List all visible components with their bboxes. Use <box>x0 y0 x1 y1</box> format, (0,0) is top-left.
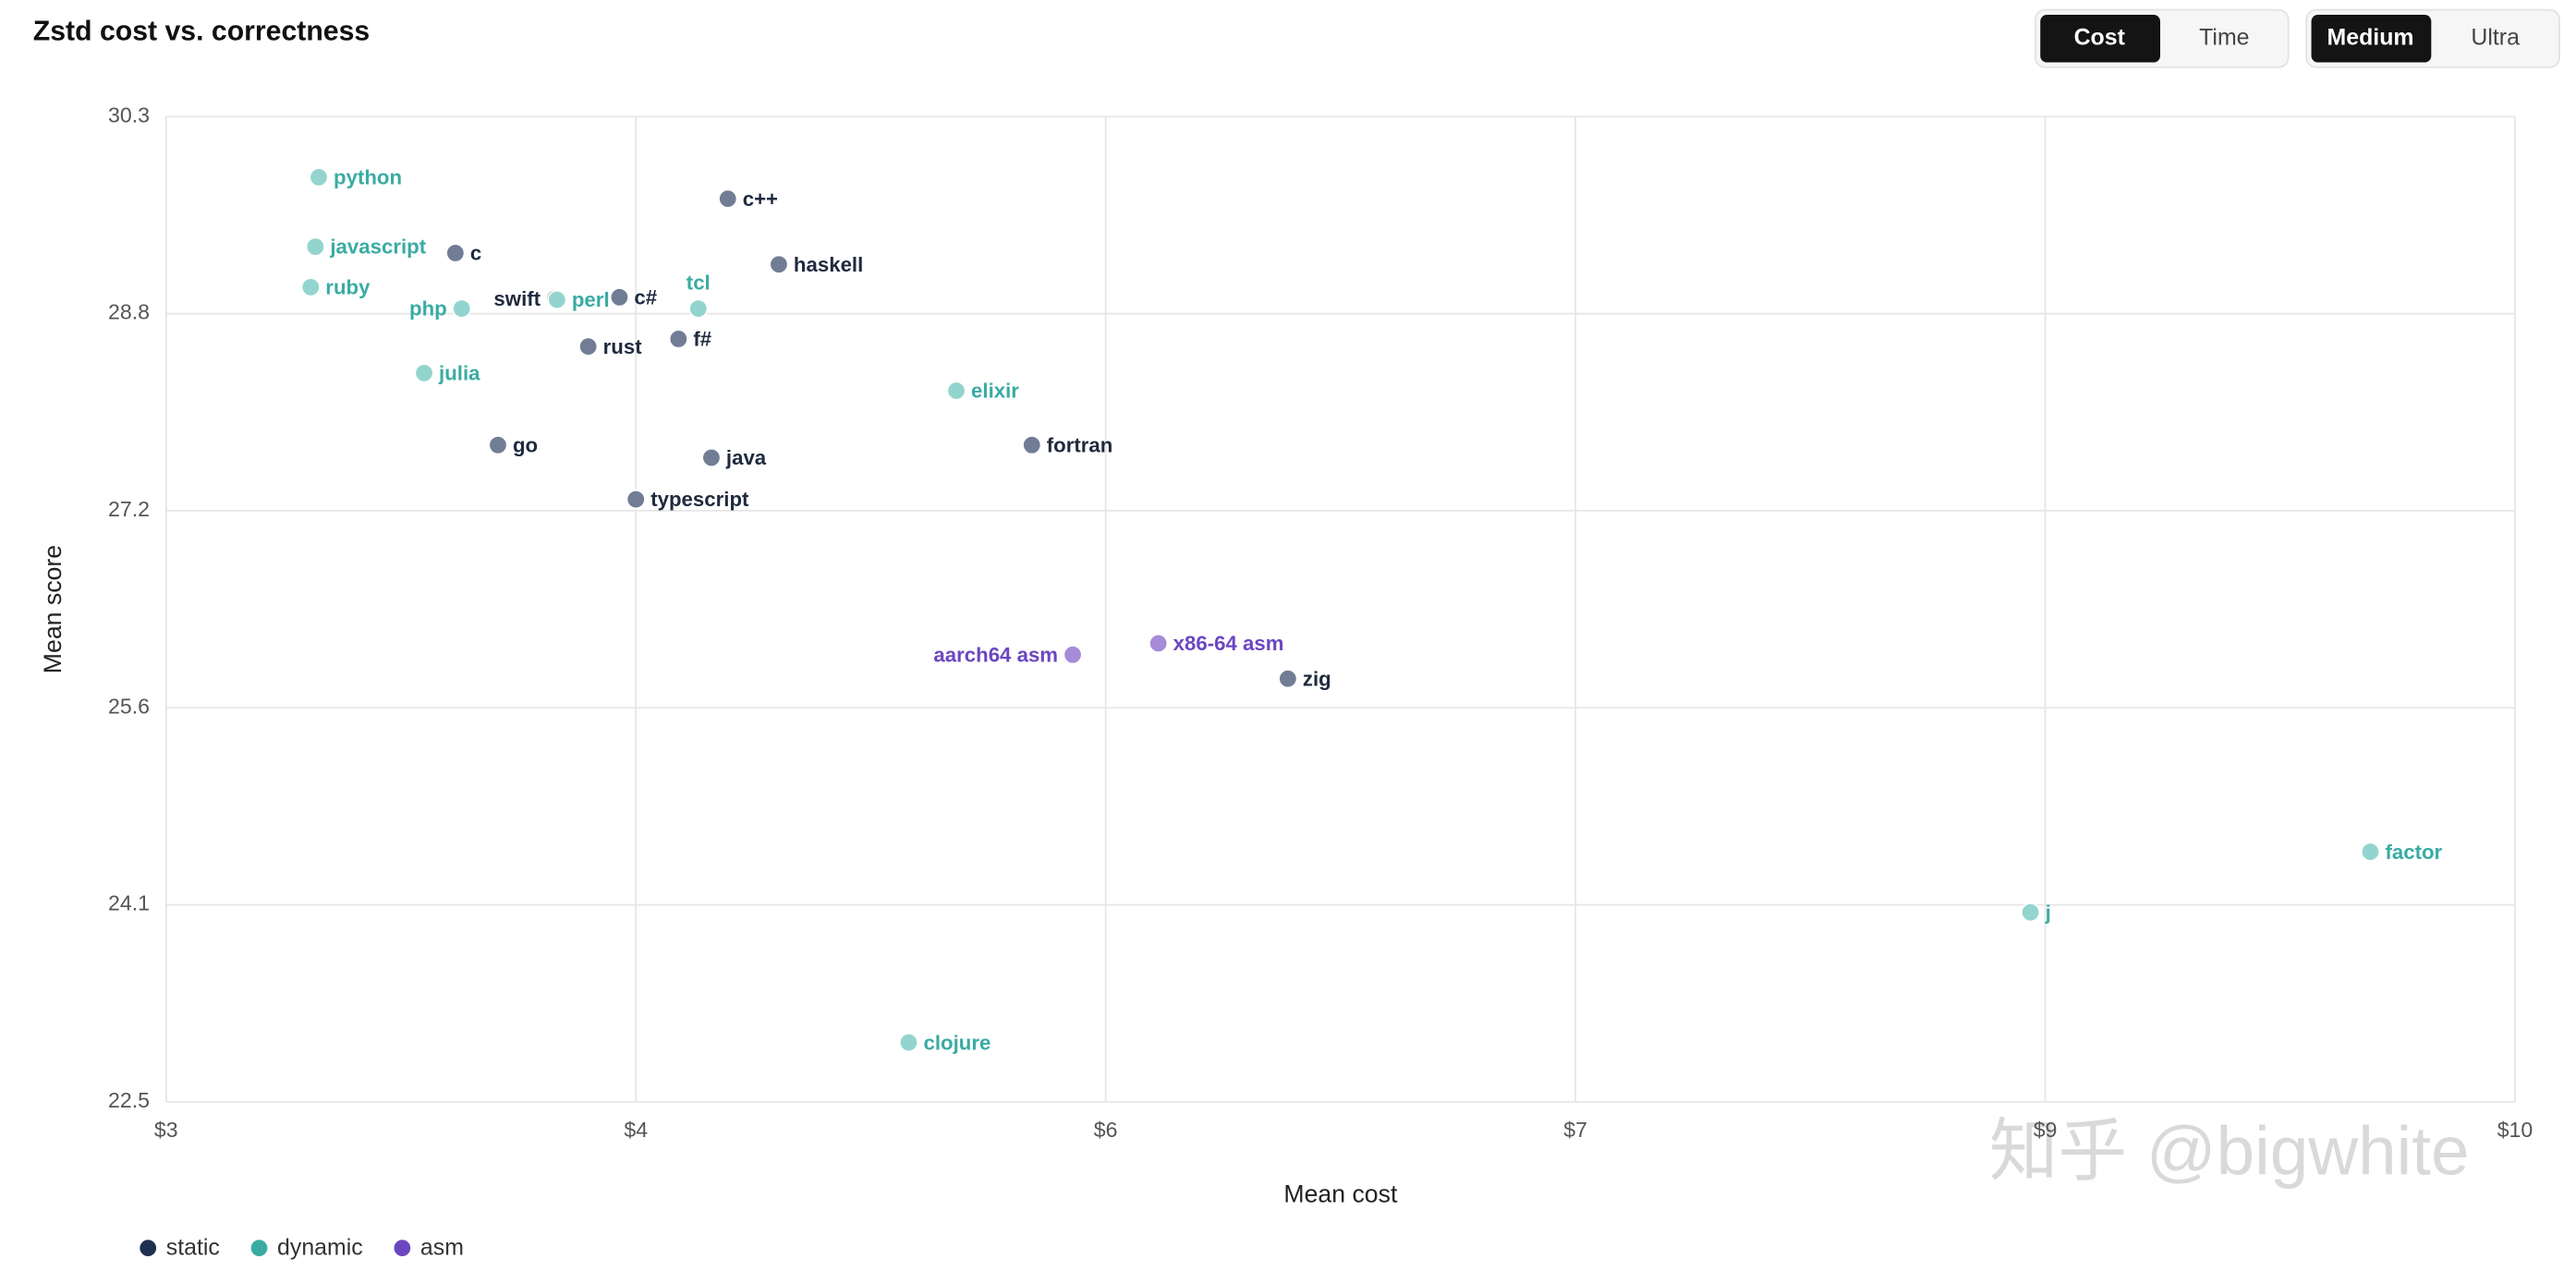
point <box>718 188 738 209</box>
point-label: aarch64 asm <box>933 643 1058 666</box>
point-label: tcl <box>687 271 711 294</box>
point-label: go <box>513 433 538 456</box>
toggle-active[interactable] <box>2311 15 2432 63</box>
point <box>2020 902 2041 923</box>
point-label: j <box>2045 901 2051 924</box>
y-axis-label: Mean score <box>39 545 67 673</box>
x-tick-label: $4 <box>624 1118 648 1142</box>
point <box>414 363 434 383</box>
point <box>300 277 321 297</box>
legend-label: dynamic <box>277 1235 363 1261</box>
y-tick-label: 22.5 <box>108 1088 150 1112</box>
point <box>305 236 326 257</box>
point <box>577 336 599 357</box>
point-label: zig <box>1303 667 1331 690</box>
point-label: elixir <box>971 380 1019 403</box>
point <box>946 381 966 401</box>
point <box>701 447 722 468</box>
toggle-button[interactable]: Time <box>2199 24 2249 50</box>
point <box>445 243 466 263</box>
toggle-button[interactable]: Cost <box>2074 24 2125 50</box>
y-tick-label: 25.6 <box>108 694 150 718</box>
point <box>1063 645 1083 665</box>
watermark: 知乎 @bigwhite <box>1989 1111 2470 1189</box>
point <box>547 289 567 310</box>
point-label: factor <box>2385 841 2442 864</box>
y-tick-label: 27.2 <box>108 497 150 521</box>
x-tick-label: $3 <box>154 1118 178 1142</box>
legend-label: static <box>166 1235 220 1261</box>
point-label: php <box>409 297 447 321</box>
y-tick-label: 28.8 <box>108 300 150 324</box>
point-label: haskell <box>794 253 863 276</box>
legend-label: asm <box>420 1235 464 1261</box>
point <box>688 298 709 319</box>
x-axis-label: Mean cost <box>1283 1180 1398 1207</box>
toggle-active[interactable] <box>2040 15 2160 63</box>
y-tick-label: 24.1 <box>108 891 150 915</box>
point-label: perl <box>572 288 610 311</box>
x-tick-label: $10 <box>2497 1118 2533 1142</box>
point <box>309 167 329 188</box>
x-tick-label: $6 <box>1094 1118 1118 1142</box>
toggle-button[interactable]: Ultra <box>2471 24 2520 50</box>
point-label: javascript <box>329 236 426 259</box>
point-label: c# <box>634 285 657 309</box>
point-label: c <box>470 242 481 265</box>
point <box>1022 435 1042 455</box>
point <box>769 254 789 274</box>
point <box>668 329 689 349</box>
point <box>1278 669 1298 689</box>
point-label: julia <box>438 361 480 384</box>
legend-swatch <box>250 1240 268 1256</box>
point <box>1148 633 1169 654</box>
chart-title: Zstd cost vs. correctness <box>33 17 370 47</box>
point-label: rust <box>603 335 643 358</box>
point-label: swift <box>493 287 541 310</box>
point-label: clojure <box>923 1031 990 1054</box>
point-label: ruby <box>325 275 371 298</box>
x-tick-label: $7 <box>1563 1118 1587 1142</box>
point <box>452 298 472 319</box>
point <box>609 287 630 308</box>
point <box>898 1032 919 1053</box>
point-label: x86-64 asm <box>1173 632 1284 655</box>
legend-swatch <box>140 1240 157 1256</box>
y-tick-label: 30.3 <box>108 103 150 127</box>
point <box>2360 841 2381 862</box>
x-tick-label: $9 <box>2034 1118 2058 1142</box>
point-label: fortran <box>1047 433 1113 456</box>
point <box>488 435 508 455</box>
point-label: typescript <box>650 488 749 511</box>
toggle-button[interactable]: Medium <box>2327 24 2414 50</box>
point <box>626 489 646 510</box>
point-label: python <box>334 166 402 189</box>
point-label: f# <box>693 328 711 351</box>
point-label: c++ <box>743 188 778 211</box>
legend-swatch <box>394 1240 411 1256</box>
point-label: java <box>725 446 767 469</box>
